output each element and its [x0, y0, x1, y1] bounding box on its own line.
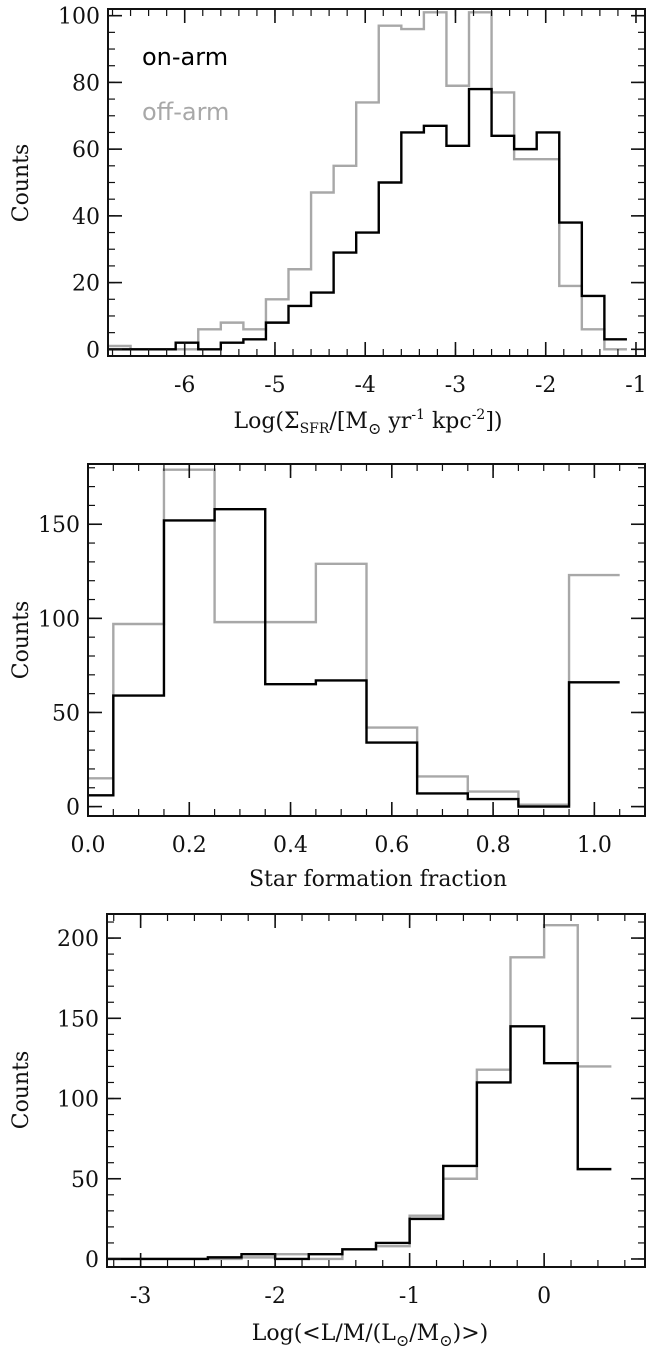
x-tick-label: -1 [625, 373, 646, 398]
x-tick-label: 0 [537, 1284, 551, 1309]
x-tick-label: -5 [264, 373, 285, 398]
y-tick-label: 50 [71, 1168, 99, 1193]
y-tick-label: 0 [86, 338, 100, 363]
x-tick-label: -6 [174, 373, 195, 398]
x-tick-label: -2 [535, 373, 556, 398]
series-on-arm [88, 507, 620, 808]
series-on-arm [107, 1025, 612, 1261]
plot-marks [108, 11, 627, 351]
y-tick-labels: 0 50 100 150 200 [57, 927, 99, 1273]
x-tick-label: -3 [445, 373, 466, 398]
plot-marks [88, 468, 620, 808]
y-tick-label: 100 [58, 5, 100, 30]
panel-sfr-density: -6 -5 -4 -3 -2 -1 0 20 40 60 80 100 Counts Log(ΣSF… [9, 5, 647, 438]
y-tick-label: 40 [72, 205, 100, 230]
ticks [87, 464, 646, 816]
x-tick-labels: 0.0 0.2 0.4 0.6 0.8 1.0 [71, 833, 612, 858]
y-tick-labels: 0 20 40 60 80 100 [58, 5, 100, 364]
panel-light-to-mass: -3 -2 -1 0 0 50 100 150 200 Counts Log(<L/M/(L⊙… [9, 913, 646, 1350]
y-tick-label: 80 [72, 71, 100, 96]
y-tick-label: 50 [52, 701, 80, 726]
y-tick-label: 0 [85, 1248, 99, 1273]
x-tick-label: 0.2 [172, 833, 207, 858]
panel-sf-fraction: 0.0 0.2 0.4 0.6 0.8 1.0 0 50 100 150 Counts Star… [9, 463, 646, 892]
legend-entry-on-arm: on-arm [142, 43, 228, 71]
y-tick-label: 20 [72, 272, 100, 297]
legend-entry-off-arm: off-arm [142, 98, 229, 126]
x-tick-labels: -6 -5 -4 -3 -2 -1 [174, 373, 647, 398]
plot-marks [107, 924, 612, 1261]
plot-frame [106, 913, 646, 1268]
x-tick-label: -1 [399, 1284, 420, 1309]
x-tick-label: 0.0 [71, 833, 106, 858]
ticks [107, 914, 645, 1267]
series-off-arm [107, 924, 612, 1261]
x-tick-label: 1.0 [577, 833, 612, 858]
y-tick-label: 200 [57, 927, 99, 952]
x-tick-label: -4 [354, 373, 375, 398]
y-tick-label: 100 [38, 607, 80, 632]
y-tick-label: 0 [66, 796, 80, 821]
x-tick-label: -3 [130, 1284, 151, 1309]
x-axis-label: Log(<L/M/(L⊙/M⊙)>) [252, 1321, 488, 1350]
x-tick-labels: -3 -2 -1 0 [130, 1284, 551, 1309]
x-tick-label: 0.6 [374, 833, 409, 858]
y-tick-label: 150 [38, 513, 80, 538]
x-tick-label: 0.4 [273, 833, 308, 858]
y-tick-labels: 0 50 100 150 [38, 513, 80, 820]
y-axis-label: Counts [9, 1051, 34, 1130]
y-axis-label: Counts [9, 144, 34, 223]
y-tick-label: 150 [57, 1007, 99, 1032]
series-off-arm [108, 11, 627, 351]
x-tick-label: -2 [264, 1284, 285, 1309]
y-axis-label: Counts [9, 601, 34, 680]
series-on-arm [108, 87, 627, 351]
ticks [108, 9, 645, 356]
x-tick-label: 0.8 [476, 833, 511, 858]
y-tick-label: 100 [57, 1088, 99, 1113]
x-axis-label: Log(ΣSFR/[M⊙ yr-1 kpc-2]) [233, 407, 502, 438]
x-axis-label: Star formation fraction [249, 867, 507, 892]
y-tick-label: 60 [72, 138, 100, 163]
